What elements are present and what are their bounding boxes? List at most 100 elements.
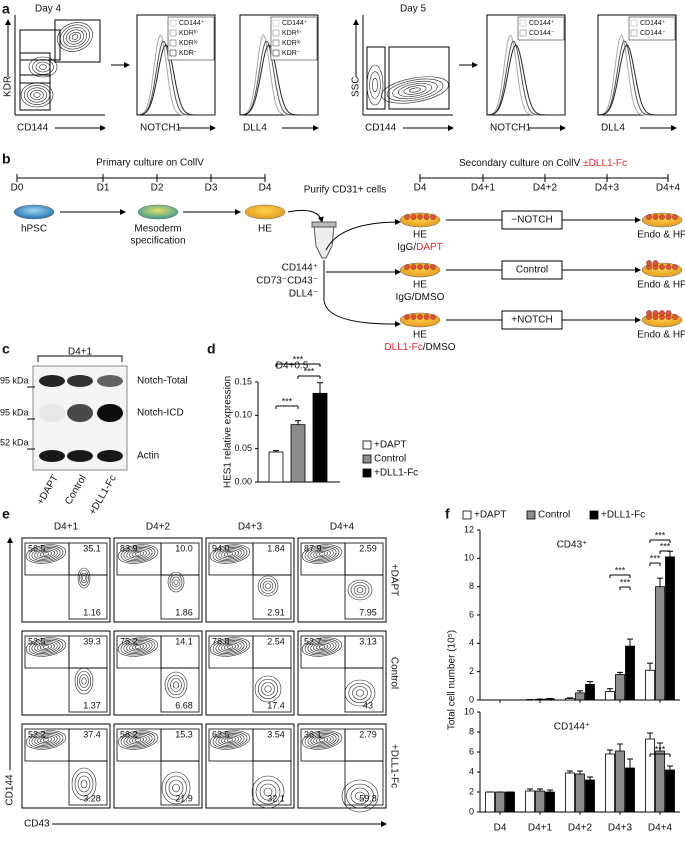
bar [312,392,328,483]
cell [665,310,672,316]
plot-frame [297,537,387,623]
contour [37,735,55,745]
treatment-part: IgG/DMSO [396,292,445,303]
y-tick-label: 12 [464,524,474,534]
blot-band [67,450,93,462]
histogram-frame [136,14,216,116]
legend-label: Control [538,510,570,521]
contour [30,89,44,101]
column-label: D4+1 [54,522,79,533]
contour [37,549,55,559]
contour [224,737,236,743]
bar [645,669,655,701]
panel-label: c [2,341,10,357]
contour [301,637,343,657]
quadrant-value: 7.95 [359,607,377,617]
contour [126,548,150,560]
y-tick-label: 0.10 [234,410,252,420]
quadrant-value: 32.1 [267,793,285,803]
histogram-curve [598,44,676,116]
plot-frame [113,630,203,716]
legend-label: Control [374,454,406,465]
contour [313,549,331,559]
histogram-curve [240,44,318,116]
legend-label: +DAPT [374,440,407,451]
cell [423,264,430,270]
band-label: Notch-ICD [137,408,184,419]
significance-label: *** [282,396,293,406]
legend-swatch [519,29,527,37]
cell [423,214,430,220]
legend-swatch [526,510,536,520]
day-label: D4+2 [533,183,558,194]
contour [33,92,41,98]
contour [165,775,187,801]
contour [129,735,147,745]
bar [575,773,585,813]
gate [68,760,108,806]
blot-band [97,450,123,462]
quadrant-value: 83.9 [120,543,138,553]
quadrant-value: 15.3 [175,729,193,739]
bar [505,791,515,813]
contour [80,572,88,584]
cell [417,264,423,270]
contour [318,738,326,742]
gate [19,29,61,61]
contour [31,547,61,561]
column-label: D4+2 [146,522,171,533]
lane-label: +DAPT [35,473,61,507]
contour [212,731,248,749]
contour [262,580,274,592]
tube-cap [311,221,337,228]
quadrant-value: 6.68 [175,700,193,710]
quadrant-value: 2.79 [359,729,377,739]
contour [28,56,58,78]
histogram-frame [239,14,319,116]
stage-label: hPSC [21,224,47,235]
significance-label: *** [650,553,661,563]
contour [25,730,67,750]
bar [585,684,595,701]
condition-label: Control [516,265,548,276]
contour [310,548,334,560]
contour [164,671,188,699]
axis-label: DLL4 [601,123,625,134]
legend-swatch [362,440,372,450]
plot-frame [113,537,203,623]
contour [25,637,67,657]
gate [344,667,384,713]
legend-swatch [630,29,638,37]
legend-swatch [519,19,527,27]
legend-label: KDRˡᵒ [282,40,301,47]
cell [652,214,659,220]
axis-label: CD144 [365,123,397,134]
contour [31,733,61,747]
contour [386,78,444,102]
bar [485,791,495,813]
axis-label: NOTCH1 [490,123,532,134]
quadrant-value: 3.13 [359,636,377,646]
gate [54,19,101,63]
contour [132,644,144,650]
contour [318,645,326,649]
panel-label: d [207,341,216,357]
contour [304,545,340,563]
gate [160,667,200,713]
contour [409,87,421,93]
quadrant-value: 52.5 [28,636,46,646]
quadrant-value: 2.59 [359,543,377,553]
bar [575,692,585,701]
bar [290,424,306,483]
marker-label: CD144⁺ [282,263,318,274]
band-label: Actin [137,451,159,462]
legend-swatch [589,510,599,520]
significance-label: *** [615,565,626,575]
cell-layer [399,312,441,328]
legend-swatch [462,510,472,520]
y-tick-label: 0.15 [234,376,252,386]
day-label: D4+3 [595,183,620,194]
contour [310,734,334,746]
quadrant-value: 59.8 [359,793,377,803]
